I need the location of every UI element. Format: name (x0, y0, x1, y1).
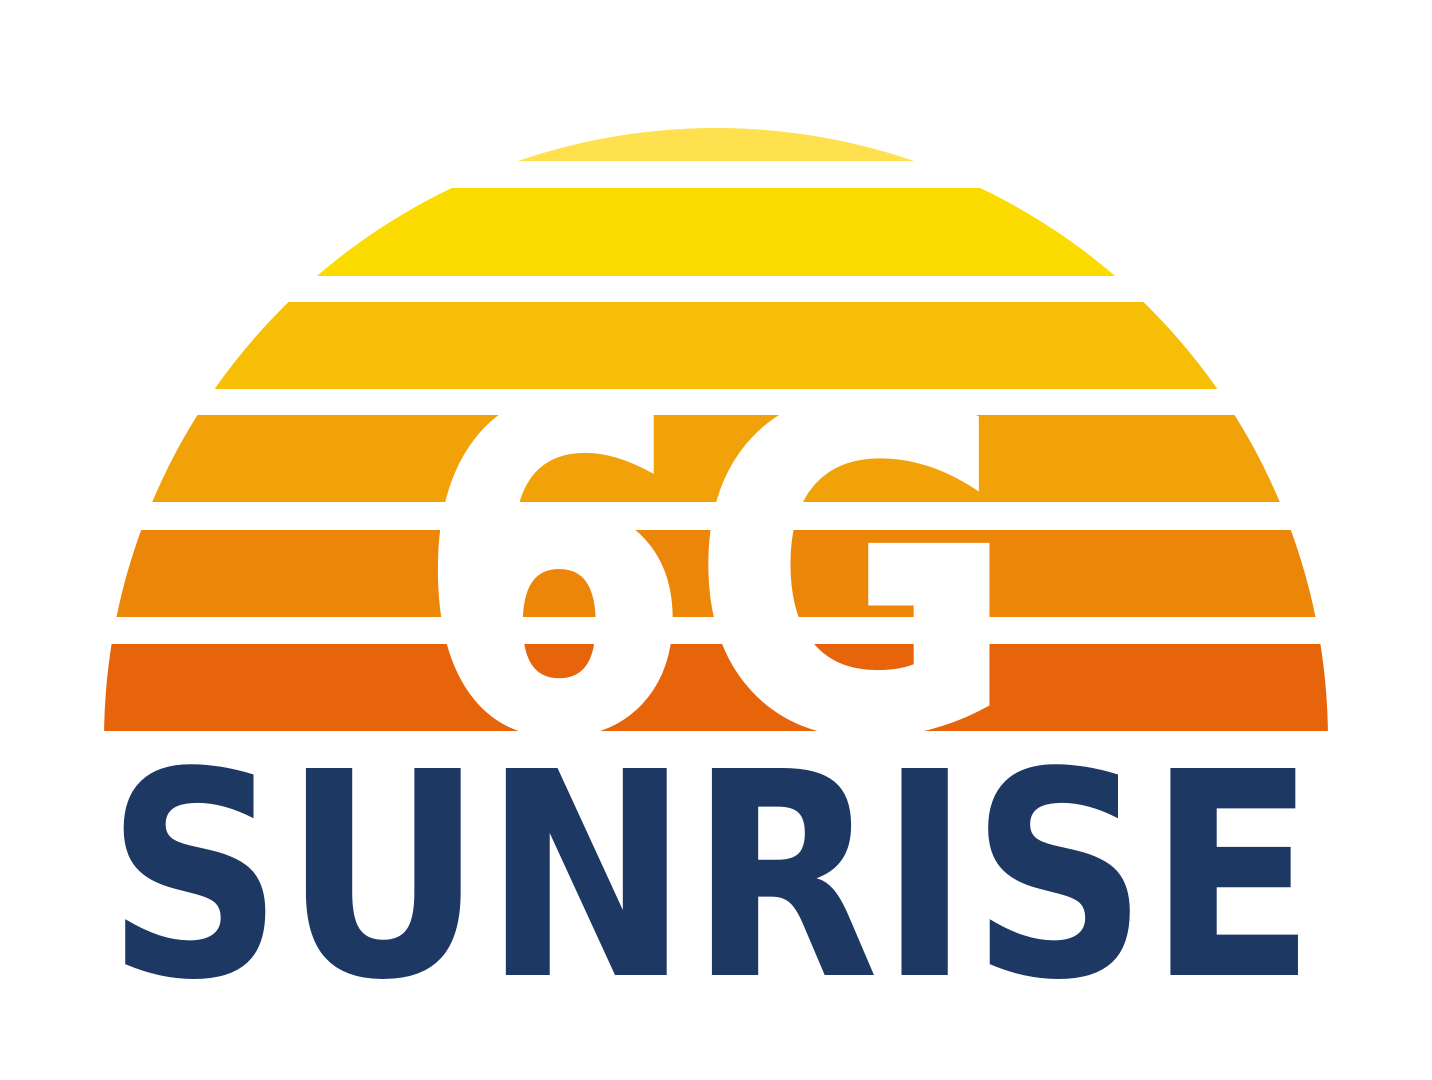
sun-stripe (104, 530, 1328, 617)
sun-stripe (104, 302, 1328, 389)
sun-stripe (104, 644, 1328, 731)
emblem-6g-text: 6G (416, 311, 1016, 835)
sun-stripe (104, 188, 1328, 276)
sun-stripe (104, 128, 1328, 161)
sun-stripe (104, 415, 1328, 502)
wordmark-sunrise: SUNRISE (106, 711, 1316, 1042)
